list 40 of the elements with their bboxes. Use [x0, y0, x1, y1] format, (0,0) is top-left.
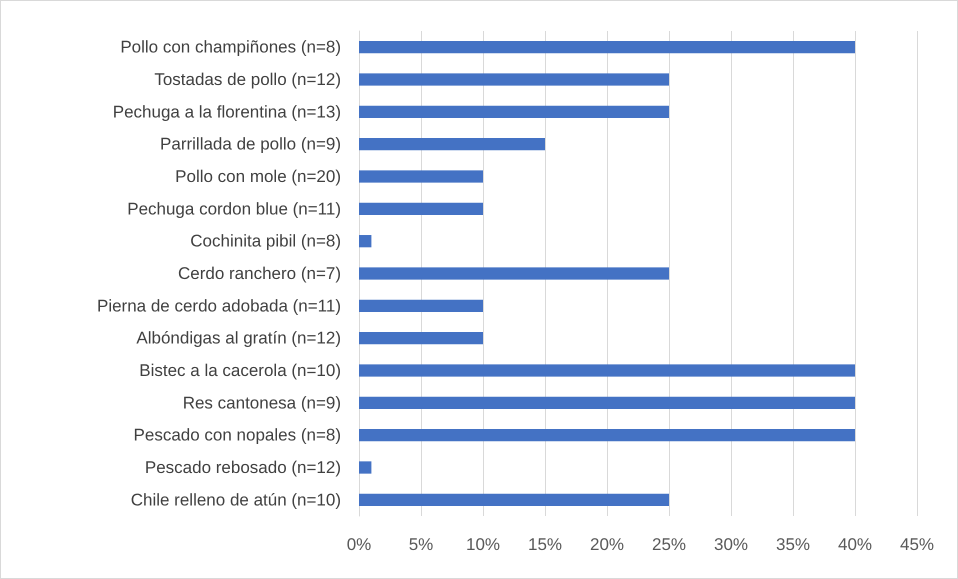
- x-tick-label: 15%: [528, 535, 562, 554]
- y-tick-label: Pollo con champiñones (n=8): [120, 38, 341, 57]
- y-tick-label: Pescado rebosado (n=12): [144, 458, 341, 477]
- x-tick-label: 45%: [900, 535, 934, 554]
- y-tick-label: Parrillada de pollo (n=9): [160, 134, 341, 154]
- bar: [359, 267, 669, 280]
- x-tick-label: 25%: [652, 535, 686, 554]
- x-tick-label: 5%: [408, 535, 434, 554]
- bar: [359, 461, 372, 474]
- bar: [359, 364, 855, 377]
- y-tick-label: Pechuga cordon blue (n=11): [127, 199, 341, 218]
- bar: [359, 429, 855, 442]
- bar: [359, 235, 372, 248]
- bar: [359, 73, 669, 86]
- bar: [359, 332, 483, 344]
- x-tick-label: 40%: [838, 535, 872, 554]
- bar: [359, 300, 483, 312]
- bar: [359, 106, 669, 118]
- y-tick-label: Pollo con mole (n=20): [175, 167, 341, 186]
- y-tick-label: Pechuga a la florentina (n=13): [112, 102, 341, 122]
- y-tick-label: Chile relleno de atún (n=10): [130, 490, 341, 510]
- bar: [359, 41, 855, 54]
- x-tick-label: 30%: [714, 535, 748, 554]
- bar: [359, 202, 483, 215]
- bar: [359, 138, 545, 150]
- y-tick-label: Cochinita pibil (n=8): [190, 232, 341, 251]
- y-tick-label: Bistec a la cacerola (n=10): [139, 361, 341, 380]
- y-tick-label: Res cantonesa (n=9): [182, 393, 341, 412]
- x-tick-label: 20%: [590, 535, 624, 554]
- x-tick-label: 35%: [776, 535, 810, 554]
- y-tick-label: Pescado con nopales (n=8): [134, 426, 341, 445]
- x-tick-label: 10%: [466, 535, 500, 554]
- bar: [359, 170, 483, 183]
- x-tick-label: 0%: [346, 535, 372, 554]
- y-tick-label: Cerdo ranchero (n=7): [178, 264, 341, 283]
- y-tick-label: Pierna de cerdo adobada (n=11): [96, 296, 341, 316]
- y-tick-label: Albóndigas al gratín (n=12): [136, 328, 341, 348]
- y-tick-label: Tostadas de pollo (n=12): [154, 70, 341, 89]
- bar: [359, 396, 855, 409]
- bar: [359, 494, 669, 506]
